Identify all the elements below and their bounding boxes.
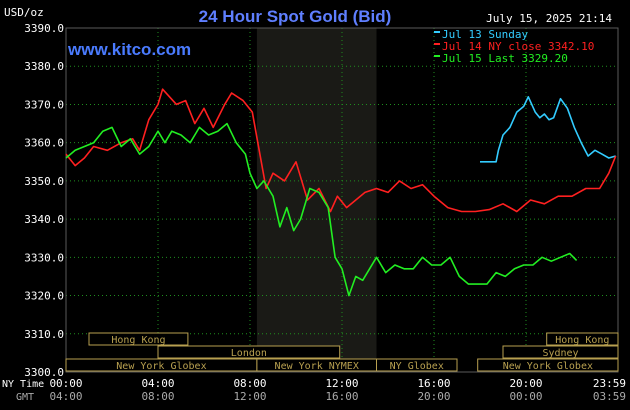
y-tick-label: 3310.0 <box>24 328 64 341</box>
legend-swatch <box>434 43 440 45</box>
y-tick-label: 3320.0 <box>24 290 64 303</box>
series-jul14-ny-close <box>65 88 617 213</box>
legend-swatch <box>434 31 440 33</box>
chart-datetime: July 15, 2025 21:14 <box>486 12 612 25</box>
x-tick-label-ny: 08:00 <box>233 377 266 390</box>
x-tick-label-gmt: 00:00 <box>509 390 542 403</box>
y-tick-label: 3370.0 <box>24 98 64 111</box>
series-jul15-last <box>65 122 578 297</box>
session-hong-kong-am-box <box>88 332 189 346</box>
session-sydney-box <box>502 345 619 359</box>
session-hong-kong-pm-box <box>546 332 619 346</box>
x-tick-label-gmt: 16:00 <box>325 390 358 403</box>
session-sydney: Sydney <box>542 348 578 359</box>
x-tick-label-ny: 20:00 <box>509 377 542 390</box>
chart-title: 24 Hour Spot Gold (Bid) <box>199 7 392 26</box>
x-tick-label-ny: 00:00 <box>49 377 82 390</box>
session-ny-globex-mid: NY Globex <box>390 361 444 372</box>
x-tick-label-ny: 23:59 <box>593 377 626 390</box>
y-tick-label: 3350.0 <box>24 175 64 188</box>
series-jul13-sunday <box>480 96 616 163</box>
x-tick-label-gmt: 08:00 <box>141 390 174 403</box>
y-tick-label: 3300.0 <box>24 366 64 379</box>
x-tick-label-gmt: 04:00 <box>49 390 82 403</box>
x-tick-label-gmt: 20:00 <box>417 390 450 403</box>
x-tick-label-ny: 16:00 <box>417 377 450 390</box>
session-ny-globex-pm-box <box>477 358 619 372</box>
session-ny-globex-am: New York Globex <box>116 361 206 372</box>
session-london-box <box>157 345 341 359</box>
gmt-label: GMT <box>16 392 34 403</box>
x-tick-label-gmt: 03:59 <box>593 390 626 403</box>
x-tick-label-ny: 04:00 <box>141 377 174 390</box>
y-tick-label: 3360.0 <box>24 137 64 150</box>
plot-border <box>65 27 619 373</box>
y-tick-label: 3380.0 <box>24 60 64 73</box>
y-axis: 3390.0 3380.0 3370.0 3360.0 3350.0 3340.0 3330… <box>24 22 64 379</box>
nymex-session-shade <box>256 28 377 372</box>
legend-entry-ny-close: Jul 14 NY close 3342.10 <box>442 40 594 53</box>
session-ny-globex-mid-box <box>376 358 458 372</box>
session-ny-globex-pm: New York Globex <box>503 361 593 372</box>
session-hong-kong-am: Hong Kong <box>111 335 165 346</box>
x-tick-label-ny: 12:00 <box>325 377 358 390</box>
chart-legend: Jul 13 Sunday Jul 14 NY close 3342.10 Ju… <box>442 28 594 65</box>
x-axis: 00:0004:0004:0008:0008:0012:0012:0016:00… <box>49 377 626 403</box>
x-tick-label-gmt: 12:00 <box>233 390 266 403</box>
ny-time-label: NY Time <box>2 379 44 390</box>
y-unit-label: USD/oz <box>4 6 44 19</box>
session-london: London <box>231 348 267 359</box>
legend-entry-sunday: Jul 13 Sunday <box>442 28 528 41</box>
session-ny-nymex: New York NYMEX <box>275 361 359 372</box>
y-tick-label: 3340.0 <box>24 213 64 226</box>
y-tick-label: 3390.0 <box>24 22 64 35</box>
session-hong-kong-pm: Hong Kong <box>555 335 609 346</box>
legend-swatch <box>434 55 440 57</box>
kitco-watermark: www.kitco.com <box>67 40 191 59</box>
y-tick-label: 3330.0 <box>24 251 64 264</box>
legend-entry-last: Jul 15 Last 3329.20 <box>442 52 568 65</box>
